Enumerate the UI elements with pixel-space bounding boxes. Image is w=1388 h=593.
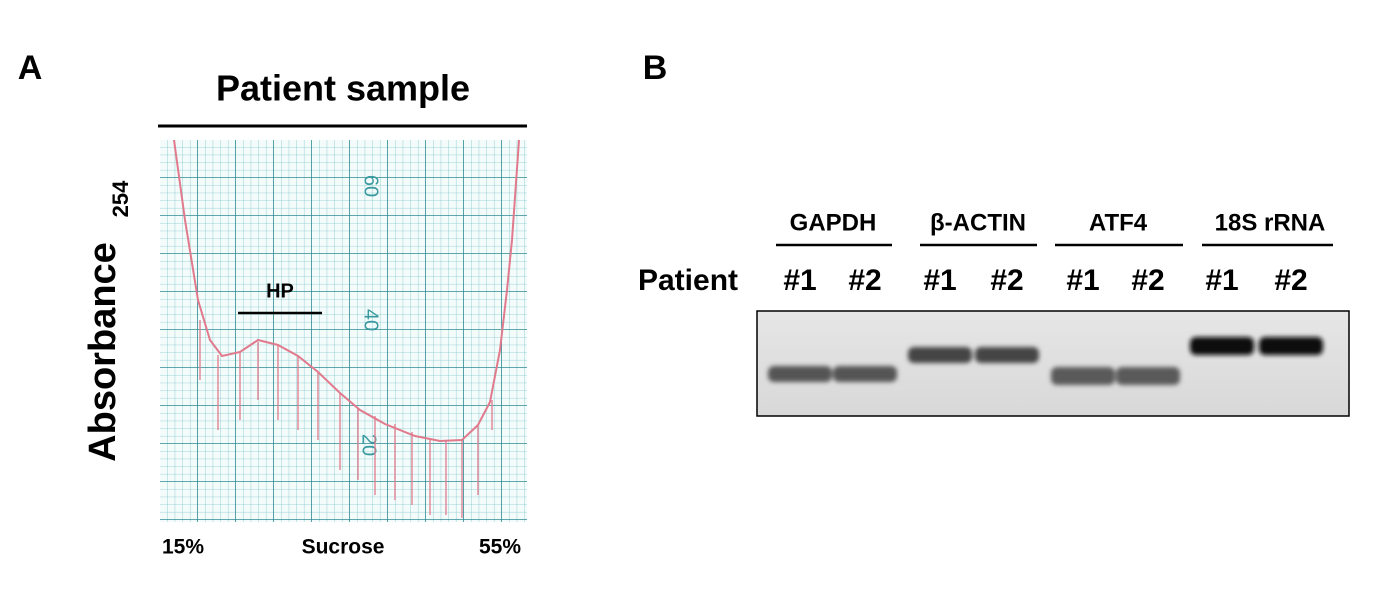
absorbance-trace [173,139,520,443]
annotation: HP [266,280,294,302]
band [1190,337,1254,355]
sample-label: #1 [1205,264,1238,297]
y-axis-label: Absorbance 254 [82,180,133,462]
sample-label: #2 [1131,264,1164,297]
sample-labels: #1 #2 #1 #2 #1 #2 #1 #2 [783,264,1307,297]
band [1051,367,1115,385]
major-grid [160,140,527,522]
gene-label: GAPDH [790,209,877,236]
sample-label: #1 [923,264,956,297]
chart-paper: 60 40 20 [160,139,527,522]
trace [173,139,520,518]
x-label-left: 15% [162,536,204,559]
sample-label: #2 [990,264,1023,297]
paper-label: 20 [358,434,380,456]
y-label: Absorbance [82,242,124,462]
bands [768,337,1323,385]
sample-label: #2 [1274,264,1307,297]
panel-title: Patient sample [216,68,470,109]
sample-label: #1 [1066,264,1099,297]
band [833,366,897,382]
band [975,347,1039,363]
row-label: Patient [638,264,738,297]
gene-label: ATF4 [1089,209,1148,236]
band [768,366,832,382]
band [1116,367,1180,385]
panel-label: A [18,49,43,87]
sample-label: #1 [783,264,816,297]
x-label-right: 55% [479,536,521,559]
fraction-marks [199,320,493,518]
paper-label: 40 [360,309,382,331]
gene-headers: GAPDH β-ACTIN ATF4 18S rRNA [776,209,1333,247]
panel-label: B [643,49,668,87]
paper-label: 60 [360,175,382,197]
band [1259,337,1323,355]
band [908,347,972,363]
gel [756,310,1350,417]
x-label-center: Sucrose [302,536,385,559]
gene-label: 18S rRNA [1215,209,1326,236]
sample-label: #2 [848,264,881,297]
gene-label: β-ACTIN [930,209,1026,236]
y-label-subscript: 254 [108,180,133,217]
